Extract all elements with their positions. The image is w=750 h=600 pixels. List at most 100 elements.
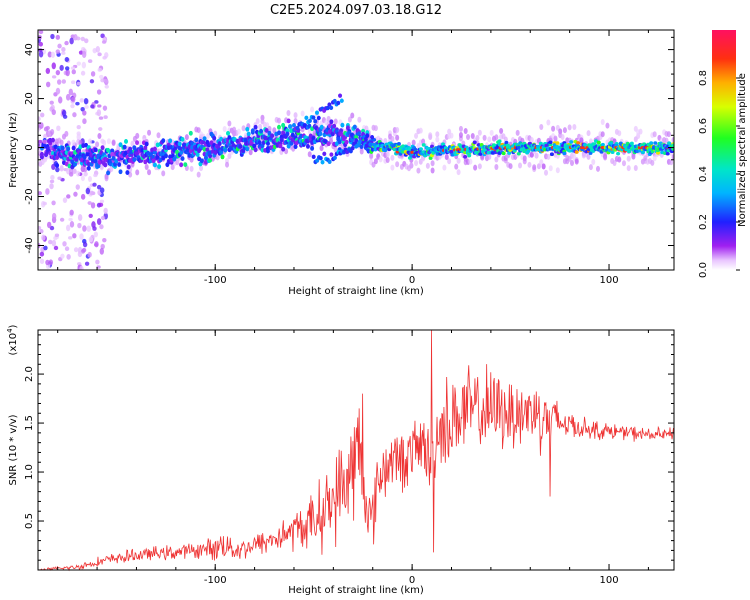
spectrogram-cell: [180, 136, 185, 142]
spectrogram-cell: [576, 141, 581, 145]
spectrogram-y-axis-label: Frequency (Hz): [8, 112, 19, 188]
spectrogram-cell: [291, 123, 296, 128]
spectrogram-cell: [302, 123, 307, 128]
spectrogram-cell: [69, 168, 74, 175]
spectrogram-cell: [65, 66, 70, 71]
spectrogram-cell: [117, 162, 122, 167]
spectrogram-cell: [100, 78, 105, 83]
spectrogram-cell: [132, 145, 137, 151]
spectrogram-cell: [42, 201, 47, 206]
x-tick-label: 100: [599, 575, 618, 586]
spectrogram-cell: [621, 160, 626, 167]
spectrogram-cell: [70, 159, 75, 165]
spectrogram-cell: [315, 110, 320, 115]
spectrogram-cell: [50, 174, 55, 181]
spectrogram-cell: [88, 236, 94, 243]
spectrogram-cell: [89, 79, 95, 84]
spectrogram-cell: [72, 168, 77, 174]
spectrogram-marks: [38, 30, 674, 270]
spectrogram-cell: [179, 150, 184, 155]
spectrogram-cell: [59, 64, 64, 71]
spectrogram-cell: [238, 144, 243, 149]
spectrogram-cell: [55, 87, 61, 95]
spectrogram-cell: [70, 104, 75, 109]
spectrogram-cell: [110, 148, 115, 154]
spectrogram-cell: [425, 162, 430, 169]
spectrogram-cell: [257, 140, 262, 146]
spectrogram-cell: [61, 51, 66, 55]
spectrogram-cell: [64, 246, 70, 252]
spectrogram-cell: [326, 115, 331, 122]
spectrogram-cell: [555, 167, 560, 174]
spectrogram-cell: [671, 147, 674, 151]
spectrogram-cell: [82, 154, 87, 160]
spectrogram-cell: [76, 36, 81, 41]
spectrogram-cell: [79, 98, 84, 103]
spectrogram-cell: [327, 159, 332, 165]
spectrogram-cell: [253, 124, 258, 130]
spectrogram-cell: [82, 225, 87, 232]
spectrogram-cell: [62, 197, 68, 203]
spectrogram-cell: [99, 74, 104, 79]
spectrogram-cell: [603, 154, 608, 161]
y-tick-label: 0.5: [24, 513, 35, 529]
spectrogram-cell: [609, 141, 614, 145]
spectrogram-cell: [246, 131, 251, 137]
spectrogram-cell: [65, 224, 71, 232]
spectrogram-cell: [428, 132, 433, 139]
spectrogram-cell: [96, 184, 102, 190]
spectrogram-cell: [111, 140, 116, 147]
spectrogram-cell: [649, 141, 654, 145]
spectrogram-cell: [326, 141, 331, 147]
spectrogram-cell: [69, 37, 74, 45]
spectrogram-cell: [59, 139, 64, 146]
spectrogram-cell: [311, 154, 316, 160]
spectrogram-cell: [610, 150, 615, 154]
spectrogram-cell: [501, 151, 506, 156]
spectrogram-cell: [442, 164, 447, 171]
spectrogram-cell: [539, 159, 544, 166]
spectrogram-cell: [51, 212, 57, 220]
spectrogram-cell: [73, 191, 78, 197]
spectrogram-cell: [126, 164, 131, 170]
spectrogram-cell: [671, 154, 674, 161]
spectrogram-cell: [337, 139, 342, 145]
spectrogram-cell: [551, 125, 556, 132]
spectrogram-cell: [86, 225, 91, 232]
spectrogram-cell: [259, 128, 264, 134]
spectrogram-cell: [46, 221, 52, 229]
spectrogram-cell: [373, 125, 378, 132]
spectrogram-cell: [73, 161, 78, 167]
spectrogram-cell: [39, 122, 44, 129]
spectrogram-cell: [277, 130, 282, 136]
spectrogram-cell: [147, 129, 152, 136]
spectrogram-cell: [456, 169, 461, 176]
spectrogram-cell: [390, 135, 395, 142]
spectrogram-cell: [284, 148, 289, 155]
spectrogram-cell: [316, 115, 321, 121]
spectrogram-cell: [55, 34, 60, 40]
spectrogram-cell: [421, 143, 426, 147]
spectrogram-cell: [265, 141, 270, 146]
spectrogram-cell: [332, 123, 337, 129]
spectrogram-cell: [64, 57, 70, 63]
spectrogram-x-axis-label: Height of straight line (km): [288, 286, 424, 297]
spectrogram-cell: [179, 162, 184, 168]
spectrogram-cell: [94, 241, 99, 248]
spectrogram-cell: [60, 253, 65, 259]
spectrogram-cell: [617, 156, 622, 163]
spectrogram-cell: [49, 100, 54, 105]
spectrogram-cell: [435, 136, 440, 143]
spectrogram-cell: [435, 152, 440, 156]
spectrogram-cell: [532, 164, 537, 171]
spectrogram-cell: [49, 225, 55, 231]
spectrogram-cell: [359, 144, 364, 149]
spectrogram-cell: [184, 134, 189, 141]
spectrogram-cell: [305, 144, 310, 149]
spectrogram-cell: [87, 138, 92, 145]
spectrogram-cell: [359, 148, 364, 155]
colorbar: 0.0 0.2 0.4 0.6 0.8 Normalized spectral ampl…: [698, 30, 748, 278]
spectrogram-cell: [666, 131, 671, 138]
spectrogram-cell: [98, 127, 103, 132]
spectrogram-cell: [82, 118, 87, 125]
